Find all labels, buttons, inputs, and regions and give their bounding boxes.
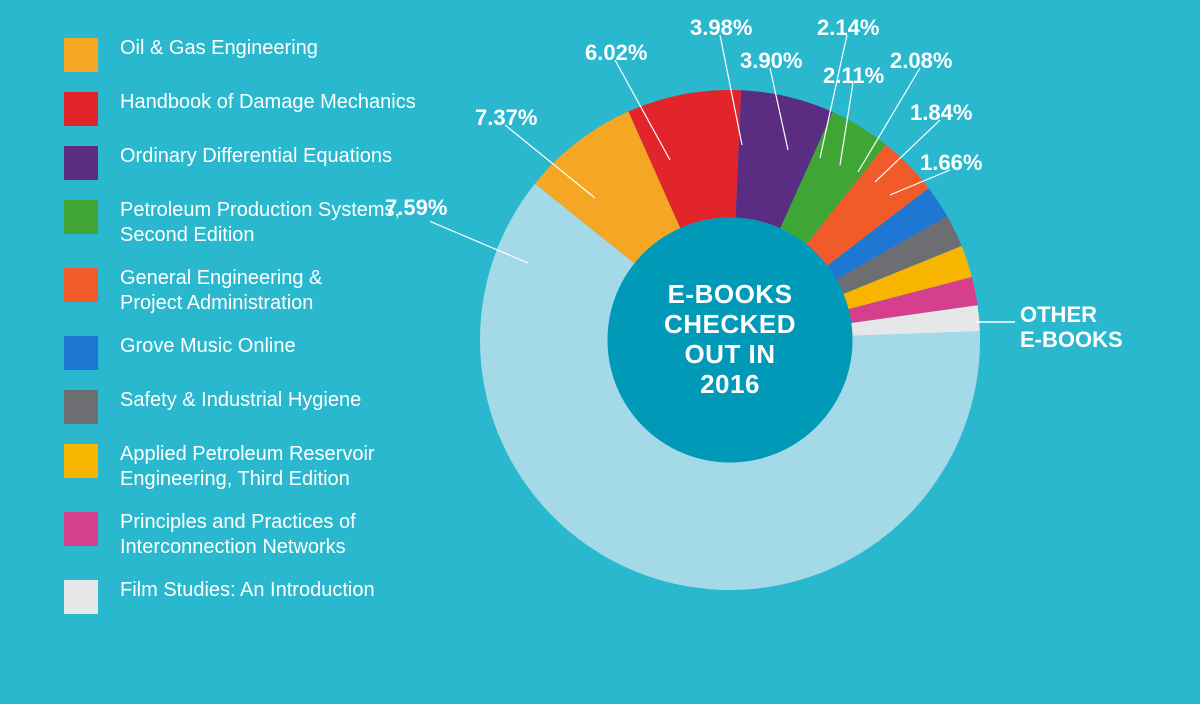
legend-item: Petroleum Production Systems,Second Edit…	[64, 198, 424, 248]
legend-item: Ordinary Differential Equations	[64, 144, 424, 180]
pct-label: 3.98%	[690, 15, 752, 41]
legend-item: Film Studies: An Introduction	[64, 578, 424, 614]
legend-item: Safety & Industrial Hygiene	[64, 388, 424, 424]
pct-label: 2.11%	[823, 63, 884, 89]
legend-swatch	[64, 512, 98, 546]
legend-label: General Engineering &Project Administrat…	[120, 266, 322, 316]
legend-label: Handbook of Damage Mechanics	[120, 90, 416, 115]
pct-label: 1.84%	[910, 100, 972, 126]
legend-label: Principles and Practices ofInterconnecti…	[120, 510, 356, 560]
legend-label: Grove Music Online	[120, 334, 296, 359]
legend-item: Grove Music Online	[64, 334, 424, 370]
legend-item: Principles and Practices ofInterconnecti…	[64, 510, 424, 560]
legend-label: Petroleum Production Systems,Second Edit…	[120, 198, 400, 248]
legend-label: Ordinary Differential Equations	[120, 144, 392, 169]
legend-swatch	[64, 268, 98, 302]
legend-swatch	[64, 200, 98, 234]
legend-item: Handbook of Damage Mechanics	[64, 90, 424, 126]
legend-swatch	[64, 336, 98, 370]
pct-label: 7.59%	[385, 195, 447, 221]
pct-label: 2.08%	[890, 48, 952, 74]
legend-swatch	[64, 580, 98, 614]
legend-item: Applied Petroleum ReservoirEngineering, …	[64, 442, 424, 492]
legend-label: Safety & Industrial Hygiene	[120, 388, 361, 413]
pct-label: 3.90%	[740, 48, 802, 74]
legend-label: Film Studies: An Introduction	[120, 578, 375, 603]
pct-label: 2.14%	[817, 15, 879, 41]
legend-label: Applied Petroleum ReservoirEngineering, …	[120, 442, 375, 492]
legend: Oil & Gas Engineering Handbook of Damage …	[64, 36, 424, 632]
legend-swatch	[64, 38, 98, 72]
legend-item: General Engineering &Project Administrat…	[64, 266, 424, 316]
legend-label: Oil & Gas Engineering	[120, 36, 318, 61]
legend-item: Oil & Gas Engineering	[64, 36, 424, 72]
legend-swatch	[64, 92, 98, 126]
legend-swatch	[64, 146, 98, 180]
donut-chart: E-BOOKSCHECKEDOUT IN2016 7.59%7.37%6.02%…	[430, 0, 1200, 704]
pct-label: 6.02%	[585, 40, 647, 66]
legend-swatch	[64, 444, 98, 478]
other-ebooks-label: OTHERE-BOOKS	[1020, 302, 1123, 353]
legend-swatch	[64, 390, 98, 424]
pct-label: 7.37%	[475, 105, 537, 131]
pct-label: 1.66%	[920, 150, 982, 176]
